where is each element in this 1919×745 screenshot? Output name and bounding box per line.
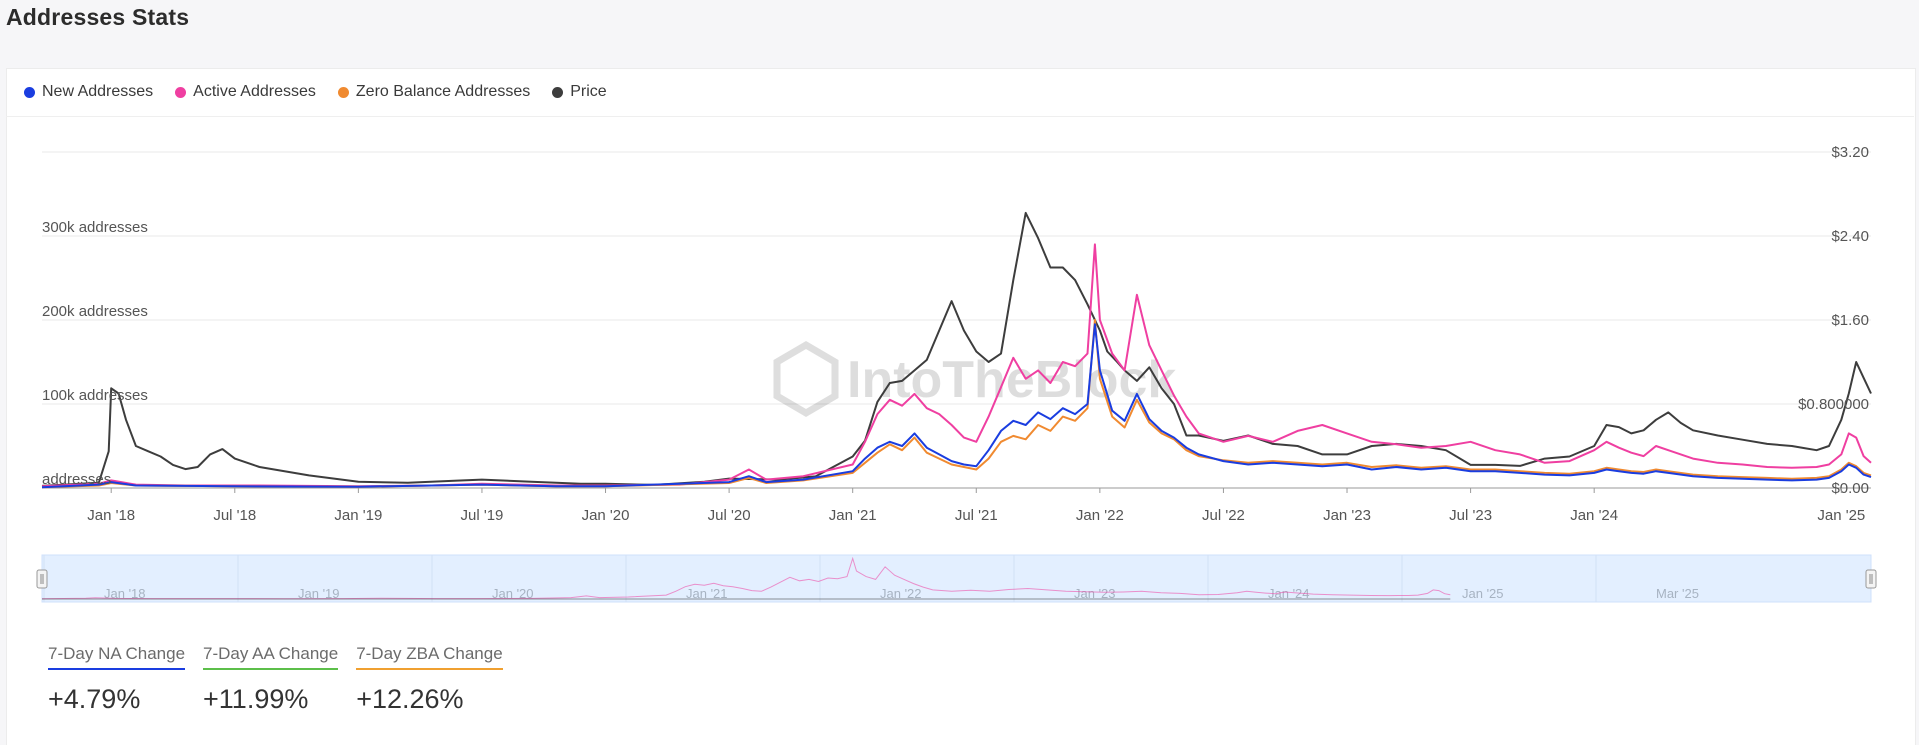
x-tick-label: Jul '22 — [1202, 507, 1245, 524]
chart-card — [6, 68, 1916, 745]
x-tick-label: Jan '25 — [1817, 507, 1865, 524]
series-line-price — [41, 211, 1872, 487]
y-right-tick-label: $0.00 — [1831, 480, 1869, 497]
y-left-tick-label: 300k addresses — [42, 219, 148, 236]
x-tick-label: Jul '21 — [955, 507, 998, 524]
legend-label: New Addresses — [42, 83, 154, 100]
navigator-series-line — [41, 556, 1451, 600]
series-line-active-addresses — [41, 243, 1872, 488]
legend-item-price[interactable]: Price — [552, 83, 607, 101]
navigator-tick-label: Jan '23 — [1074, 586, 1116, 601]
legend-dot-new-addresses — [24, 86, 35, 98]
x-tick-label: Jul '19 — [461, 507, 504, 524]
page-title: Addresses Stats — [6, 4, 190, 30]
x-tick-label: Jan '18 — [87, 507, 135, 524]
navigator-tick-label: Jan '19 — [298, 586, 340, 601]
x-tick-label: Jan '23 — [1323, 507, 1371, 524]
legend-dot-active-addresses — [175, 86, 187, 98]
navigator-tick-label: Jan '25 — [1462, 586, 1504, 601]
legend-label: Active Addresses — [193, 83, 316, 100]
y-right-tick-label: $1.60 — [1831, 312, 1869, 329]
stat-label: 7-Day ZBA Change — [356, 642, 503, 670]
range-navigator — [41, 554, 1872, 603]
y-left-tick-label: addresses — [42, 471, 111, 488]
stat-value: +11.99% — [203, 684, 309, 714]
x-tick-label: Jan '20 — [582, 507, 630, 524]
navigator-tick-label: Jan '20 — [492, 586, 534, 601]
x-tick-label: Jul '23 — [1449, 507, 1492, 524]
x-tick-label: Jan '21 — [829, 507, 877, 524]
legend-item-zero-balance-addresses[interactable]: Zero Balance Addresses — [337, 83, 531, 101]
y-right-tick-label: $2.40 — [1831, 228, 1869, 245]
stat-value: +4.79% — [48, 684, 141, 714]
stat-aa-change: 7-Day AA Change +11.99% — [203, 642, 339, 715]
legend-item-active-addresses[interactable]: Active Addresses — [175, 83, 316, 101]
change-stats: 7-Day NA Change +4.79% 7-Day AA Change +… — [48, 642, 503, 715]
x-tick-label: Jan '19 — [334, 507, 382, 524]
legend-dot-price — [552, 86, 564, 98]
y-right-tick-label: $3.20 — [1831, 144, 1869, 161]
y-left-tick-label: 100k addresses — [42, 387, 148, 404]
navigator-tick-label: Mar '25 — [1656, 586, 1699, 601]
stat-zba-change: 7-Day ZBA Change +12.26% — [356, 642, 503, 715]
x-tick-label: Jul '20 — [708, 507, 751, 524]
x-tick-label: Jan '22 — [1076, 507, 1124, 524]
legend-divider — [6, 116, 1914, 117]
series-line-zero-balance-addresses — [41, 319, 1872, 489]
navigator-tick-label: Jan '24 — [1268, 586, 1310, 601]
navigator-handle[interactable] — [1865, 569, 1877, 589]
navigator-tick-label: Jan '22 — [880, 586, 922, 601]
legend-dot-zero-balance-addresses — [337, 86, 349, 98]
y-left-tick-label: 200k addresses — [42, 303, 148, 320]
chart-legend: New Addresses Active Addresses Zero Bala… — [24, 80, 607, 104]
watermark-hexagon-icon — [773, 340, 839, 418]
x-tick-label: Jul '18 — [213, 507, 256, 524]
watermark-logo — [773, 340, 839, 418]
stat-na-change: 7-Day NA Change +4.79% — [48, 642, 186, 715]
navigator-tick-label: Jan '21 — [686, 586, 728, 601]
stat-label: 7-Day AA Change — [203, 642, 339, 670]
legend-item-new-addresses[interactable]: New Addresses — [24, 83, 153, 101]
series-line-new-addresses — [41, 323, 1872, 489]
legend-label: Zero Balance Addresses — [355, 83, 531, 100]
stat-label: 7-Day NA Change — [48, 642, 186, 670]
navigator-handle[interactable] — [36, 569, 48, 589]
legend-label: Price — [570, 83, 607, 100]
navigator-tick-label: Jan '18 — [104, 586, 146, 601]
stat-value: +12.26% — [356, 684, 464, 714]
x-tick-label: Jan '24 — [1570, 507, 1618, 524]
y-right-tick-label: $0.800000 — [1798, 396, 1869, 413]
